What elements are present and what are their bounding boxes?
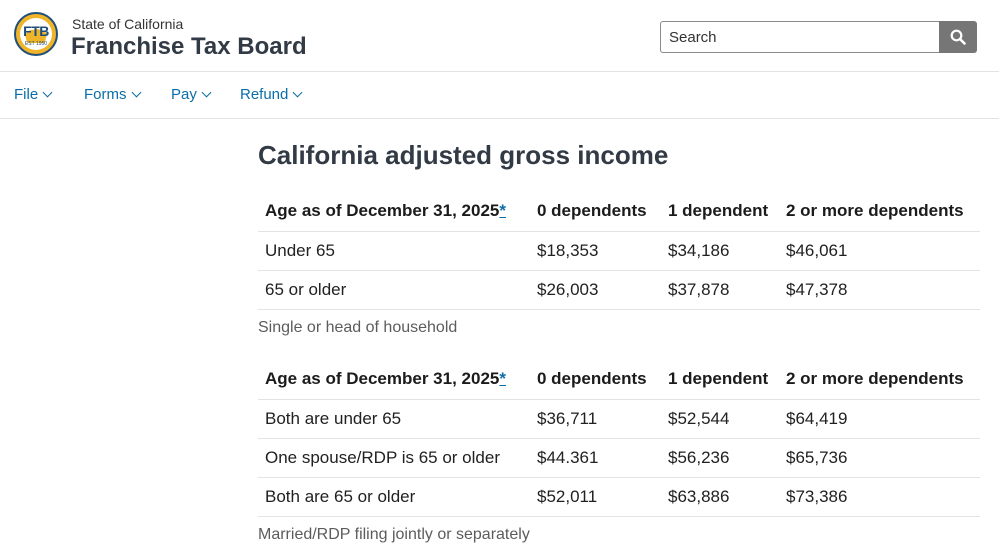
value-cell: $73,386 (779, 477, 980, 517)
one-dependent-header: 1 dependent (661, 192, 779, 232)
value-cell: $34,186 (661, 231, 779, 271)
age-cell: Both are 65 or older (258, 477, 530, 517)
nav-item-label: Forms (84, 86, 127, 103)
zero-dependents-header: 0 dependents (530, 360, 661, 400)
search-button[interactable] (939, 21, 977, 53)
nav-item-label: File (14, 86, 39, 103)
married-rdp-table: Age as of December 31, 2025* 0 dependent… (258, 360, 980, 517)
value-cell: $65,736 (779, 438, 980, 478)
value-cell: $63,886 (661, 477, 779, 517)
agency-name[interactable]: Franchise Tax Board (71, 33, 307, 60)
age-header-label: Age as of December 31, 2025 (265, 369, 500, 389)
value-cell: $46,061 (779, 231, 980, 271)
table-header-row: Age as of December 31, 2025* 0 dependent… (258, 360, 980, 400)
age-header: Age as of December 31, 2025* (258, 192, 530, 232)
search-input[interactable] (660, 21, 940, 53)
age-cell: Both are under 65 (258, 399, 530, 439)
chevron-down-icon (131, 87, 141, 98)
nav-item-pay[interactable]: Pay (171, 86, 212, 103)
age-header-label: Age as of December 31, 2025 (265, 201, 500, 221)
table-caption: Married/RDP filing jointly or separately (258, 526, 530, 543)
magnifier-icon (950, 29, 966, 45)
bear-icon (25, 29, 47, 43)
table-row: 65 or older $26,003 $37,878 $47,378 (258, 270, 980, 310)
logo-text: FTB (23, 23, 49, 39)
value-cell: $36,711 (530, 399, 661, 439)
table-row: Under 65 $18,353 $34,186 $46,061 (258, 231, 980, 271)
zero-dependents-header: 0 dependents (530, 192, 661, 232)
footnote-link[interactable]: * (499, 201, 506, 221)
age-header: Age as of December 31, 2025* (258, 360, 530, 400)
single-hoh-table: Age as of December 31, 2025* 0 dependent… (258, 192, 980, 310)
value-cell: $37,878 (661, 270, 779, 310)
age-cell: One spouse/RDP is 65 or older (258, 438, 530, 478)
nav-item-refund[interactable]: Refund (240, 86, 303, 103)
age-cell: Under 65 (258, 231, 530, 271)
age-cell: 65 or older (258, 270, 530, 310)
chevron-down-icon (292, 87, 303, 98)
table-caption: Single or head of household (258, 319, 458, 336)
logo-est: EST 1950 (24, 41, 48, 47)
table-row: One spouse/RDP is 65 or older $44.361 $5… (258, 438, 980, 478)
table-row: Both are 65 or older $52,011 $63,886 $73… (258, 477, 980, 517)
nav-item-label: Refund (240, 86, 289, 103)
site-header: FTB EST 1950 State of California Franchi… (0, 0, 999, 72)
footnote-link[interactable]: * (499, 369, 506, 389)
table-header-row: Age as of December 31, 2025* 0 dependent… (258, 192, 980, 232)
ftb-logo[interactable]: FTB EST 1950 (14, 12, 58, 56)
value-cell: $18,353 (530, 231, 661, 271)
table-row: Both are under 65 $36,711 $52,544 $64,41… (258, 399, 980, 439)
nav-item-forms[interactable]: Forms (84, 86, 141, 103)
nav-item-file[interactable]: File (14, 86, 53, 103)
state-label: State of California (72, 16, 184, 32)
value-cell: $26,003 (530, 270, 661, 310)
two-plus-dependents-header: 2 or more dependents (779, 360, 980, 400)
main-nav: File Forms Pay Refund (0, 72, 999, 119)
value-cell: $47,378 (779, 270, 980, 310)
value-cell: $64,419 (779, 399, 980, 439)
value-cell: $44.361 (530, 438, 661, 478)
one-dependent-header: 1 dependent (661, 360, 779, 400)
two-plus-dependents-header: 2 or more dependents (779, 192, 980, 232)
value-cell: $52,011 (530, 477, 661, 517)
value-cell: $56,236 (661, 438, 779, 478)
nav-item-label: Pay (171, 86, 197, 103)
chevron-down-icon (42, 87, 53, 98)
page-title: California adjusted gross income (258, 140, 669, 170)
chevron-down-icon (201, 87, 212, 98)
value-cell: $52,544 (661, 399, 779, 439)
